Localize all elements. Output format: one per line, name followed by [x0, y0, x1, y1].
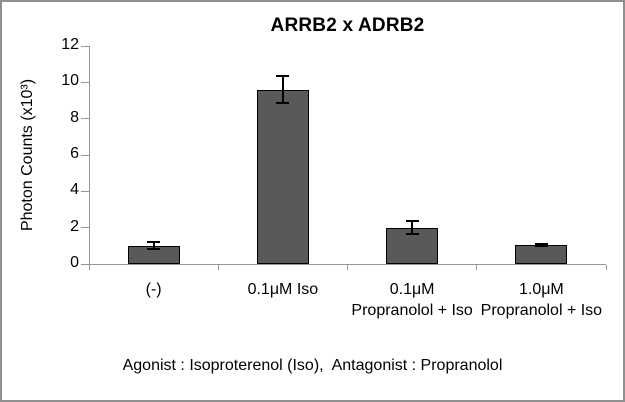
x-tick-mark — [605, 265, 607, 270]
x-category-label: 1.0μM Propranolol + Iso — [480, 281, 603, 319]
y-tick-label: 6 — [70, 145, 79, 162]
y-tick-label: 10 — [61, 72, 79, 90]
x-tick-mark — [217, 265, 219, 270]
chart-title: ARRB2 x ADRB2 — [270, 15, 425, 36]
y-axis-line — [89, 46, 90, 264]
error-bar-cap-bottom — [534, 244, 548, 247]
y-tick-label: 12 — [61, 36, 79, 53]
error-bar-line — [152, 242, 155, 250]
error-bar-cap-bottom — [147, 248, 161, 251]
y-tick-label: 8 — [70, 108, 79, 126]
x-category-label: 0.1μM Propranolol + Iso — [351, 281, 473, 319]
error-bar-cap-top — [276, 74, 290, 77]
plot-area: 0 2 4 6 8 10 12 (-) 0.1μM Iso 0.1μM Propranolol +… — [61, 36, 607, 319]
y-tick-mark — [81, 190, 89, 192]
y-tick-mark — [81, 45, 89, 47]
y-tick-label: 2 — [70, 217, 79, 235]
chart-caption: Agonist : Isoproterenol (Iso), Antagonis… — [122, 357, 503, 374]
x-tick-mark — [347, 265, 348, 270]
bar — [515, 244, 568, 264]
error-bar-cap-bottom — [276, 102, 290, 105]
x-category-label: 0.1μM Iso — [247, 281, 319, 298]
error-bar-cap-top — [147, 241, 161, 244]
y-tick-mark — [81, 154, 89, 156]
y-tick-label: 4 — [70, 181, 79, 199]
y-tick-mark — [81, 81, 89, 83]
y-tick-mark — [81, 227, 89, 229]
y-tick-mark — [81, 118, 89, 120]
x-tick-mark — [476, 265, 478, 270]
y-tick-mark — [81, 263, 89, 265]
error-bar-cap-top — [534, 243, 548, 246]
bar — [256, 89, 309, 264]
x-category-label: (-) — [145, 281, 162, 298]
x-tick-mark — [88, 265, 90, 270]
error-bar-line — [411, 221, 414, 234]
error-bar-cap-top — [405, 220, 419, 223]
y-tick-label: 0 — [70, 254, 79, 271]
error-bar-cap-bottom — [405, 233, 419, 236]
error-bar-line — [281, 75, 284, 104]
x-axis-line — [89, 264, 606, 265]
